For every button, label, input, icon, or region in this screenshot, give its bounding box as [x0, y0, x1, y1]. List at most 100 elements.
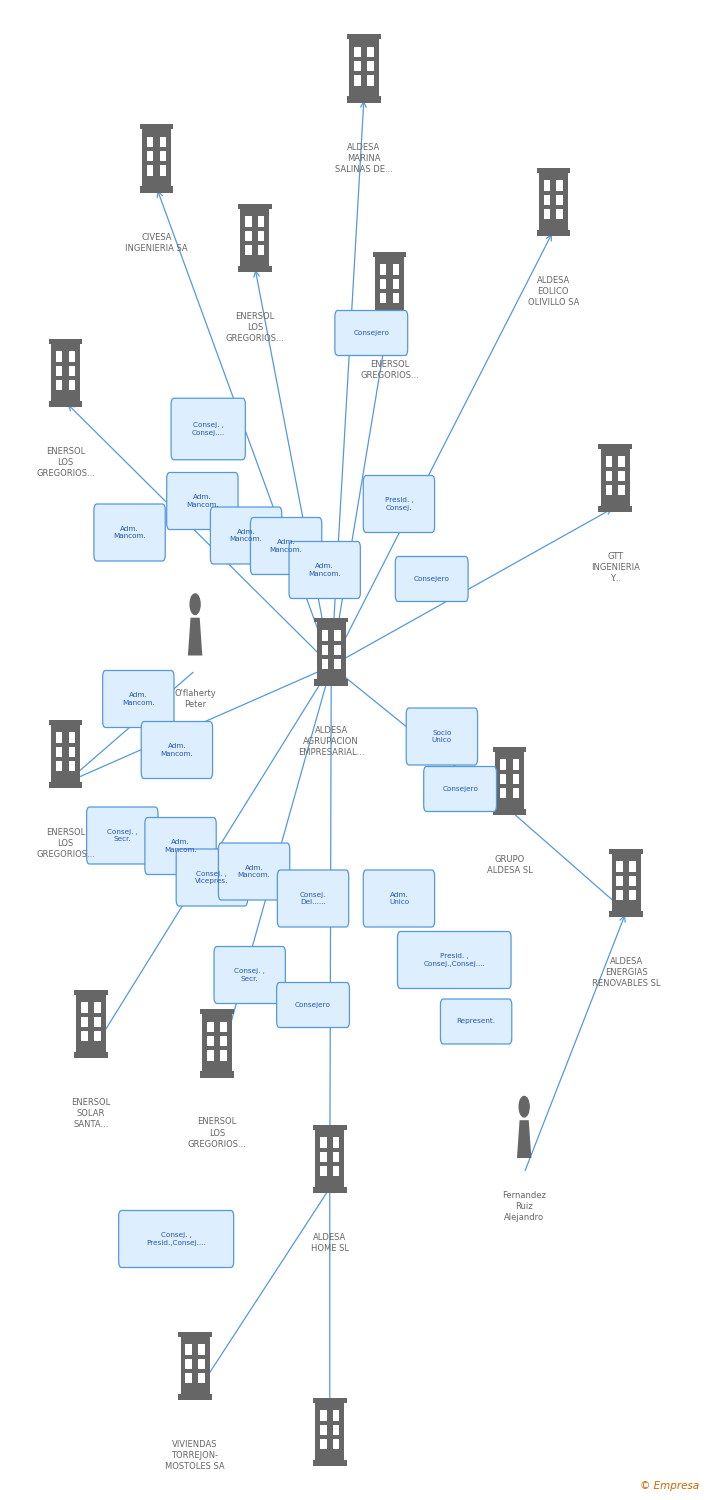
Polygon shape: [373, 314, 406, 321]
Polygon shape: [313, 1125, 347, 1130]
Polygon shape: [82, 1002, 88, 1013]
FancyBboxPatch shape: [218, 843, 290, 900]
Polygon shape: [556, 195, 563, 206]
Polygon shape: [313, 1460, 347, 1467]
Polygon shape: [51, 724, 80, 782]
Polygon shape: [495, 752, 524, 808]
Polygon shape: [606, 484, 612, 495]
Text: Consej. ,
Consej....: Consej. , Consej....: [191, 423, 225, 435]
Polygon shape: [68, 366, 75, 376]
Polygon shape: [629, 876, 636, 886]
Polygon shape: [315, 1130, 344, 1186]
Polygon shape: [186, 1372, 192, 1383]
Text: VIVIENDAS
TORREJON-
MOSTOLES SA: VIVIENDAS TORREJON- MOSTOLES SA: [165, 1440, 225, 1472]
Text: Adm.
Mancom.: Adm. Mancom.: [309, 564, 341, 578]
Polygon shape: [51, 344, 80, 400]
Polygon shape: [142, 129, 171, 186]
Polygon shape: [238, 266, 272, 273]
Circle shape: [190, 594, 200, 615]
Polygon shape: [181, 1336, 210, 1394]
FancyBboxPatch shape: [277, 982, 349, 1028]
Polygon shape: [493, 747, 526, 752]
Text: Represent.: Represent.: [456, 1019, 496, 1025]
Polygon shape: [245, 216, 252, 226]
Polygon shape: [392, 279, 399, 290]
Polygon shape: [334, 630, 341, 640]
Polygon shape: [537, 168, 570, 172]
FancyBboxPatch shape: [397, 932, 511, 988]
Polygon shape: [517, 1120, 531, 1158]
Polygon shape: [313, 1398, 347, 1402]
FancyBboxPatch shape: [250, 518, 322, 574]
Text: ENERSOL
LOS
GREGORIOS...: ENERSOL LOS GREGORIOS...: [188, 1118, 246, 1149]
Polygon shape: [320, 1425, 327, 1436]
Polygon shape: [68, 380, 75, 390]
Polygon shape: [500, 788, 507, 798]
Polygon shape: [322, 658, 328, 669]
Polygon shape: [245, 244, 252, 255]
Text: Consejero: Consejero: [414, 576, 450, 582]
Polygon shape: [56, 760, 63, 771]
Polygon shape: [198, 1372, 205, 1383]
Polygon shape: [245, 231, 252, 242]
Polygon shape: [56, 366, 63, 376]
FancyBboxPatch shape: [440, 999, 512, 1044]
Polygon shape: [49, 782, 82, 789]
Polygon shape: [355, 62, 361, 72]
Polygon shape: [606, 471, 612, 482]
Polygon shape: [500, 774, 507, 784]
Text: Consejero: Consejero: [442, 786, 478, 792]
Polygon shape: [606, 456, 612, 466]
Polygon shape: [258, 244, 264, 255]
Polygon shape: [629, 890, 636, 900]
Text: Adm.
Mancom.: Adm. Mancom.: [114, 526, 146, 540]
Polygon shape: [202, 1014, 232, 1071]
Polygon shape: [333, 1410, 339, 1420]
Text: Adm.
Mancom.: Adm. Mancom.: [270, 540, 302, 554]
Polygon shape: [333, 1425, 339, 1436]
Polygon shape: [618, 484, 625, 495]
Text: GRUPO
ALDESA SL: GRUPO ALDESA SL: [487, 855, 532, 874]
Polygon shape: [159, 165, 166, 176]
Polygon shape: [618, 456, 625, 466]
FancyBboxPatch shape: [103, 670, 174, 728]
Polygon shape: [56, 732, 63, 742]
Text: ENERSOL
LOS
GREGORIOS...: ENERSOL LOS GREGORIOS...: [36, 447, 95, 478]
Polygon shape: [178, 1394, 212, 1401]
Polygon shape: [333, 1438, 339, 1449]
Polygon shape: [333, 1137, 339, 1148]
Polygon shape: [544, 209, 550, 219]
Polygon shape: [617, 876, 623, 886]
Polygon shape: [238, 204, 272, 209]
Polygon shape: [56, 747, 63, 758]
Polygon shape: [320, 1438, 327, 1449]
Text: Consej. ,
Presid.,Consej....: Consej. , Presid.,Consej....: [146, 1233, 206, 1245]
FancyBboxPatch shape: [87, 807, 158, 864]
FancyBboxPatch shape: [424, 766, 496, 812]
Polygon shape: [198, 1359, 205, 1370]
Polygon shape: [220, 1036, 226, 1047]
FancyBboxPatch shape: [277, 870, 349, 927]
Polygon shape: [207, 1022, 214, 1032]
FancyBboxPatch shape: [119, 1210, 234, 1268]
Polygon shape: [544, 180, 550, 190]
FancyBboxPatch shape: [289, 542, 360, 598]
Polygon shape: [333, 1166, 339, 1176]
FancyBboxPatch shape: [363, 870, 435, 927]
Polygon shape: [493, 808, 526, 816]
Polygon shape: [601, 448, 630, 506]
Polygon shape: [68, 760, 75, 771]
Polygon shape: [68, 747, 75, 758]
Polygon shape: [56, 351, 63, 361]
Text: Adm.
Unico: Adm. Unico: [389, 891, 409, 906]
Polygon shape: [349, 39, 379, 96]
Text: Adm.
Mancom.: Adm. Mancom.: [230, 530, 262, 543]
Polygon shape: [159, 152, 166, 162]
Polygon shape: [178, 1332, 212, 1336]
Polygon shape: [82, 1030, 88, 1041]
Polygon shape: [598, 506, 632, 513]
Text: Adm.
Mancom.: Adm. Mancom.: [165, 840, 197, 852]
Polygon shape: [76, 994, 106, 1052]
Text: Presid. ,
Consej.,Consej....: Presid. , Consej.,Consej....: [424, 954, 485, 968]
Polygon shape: [140, 124, 173, 129]
